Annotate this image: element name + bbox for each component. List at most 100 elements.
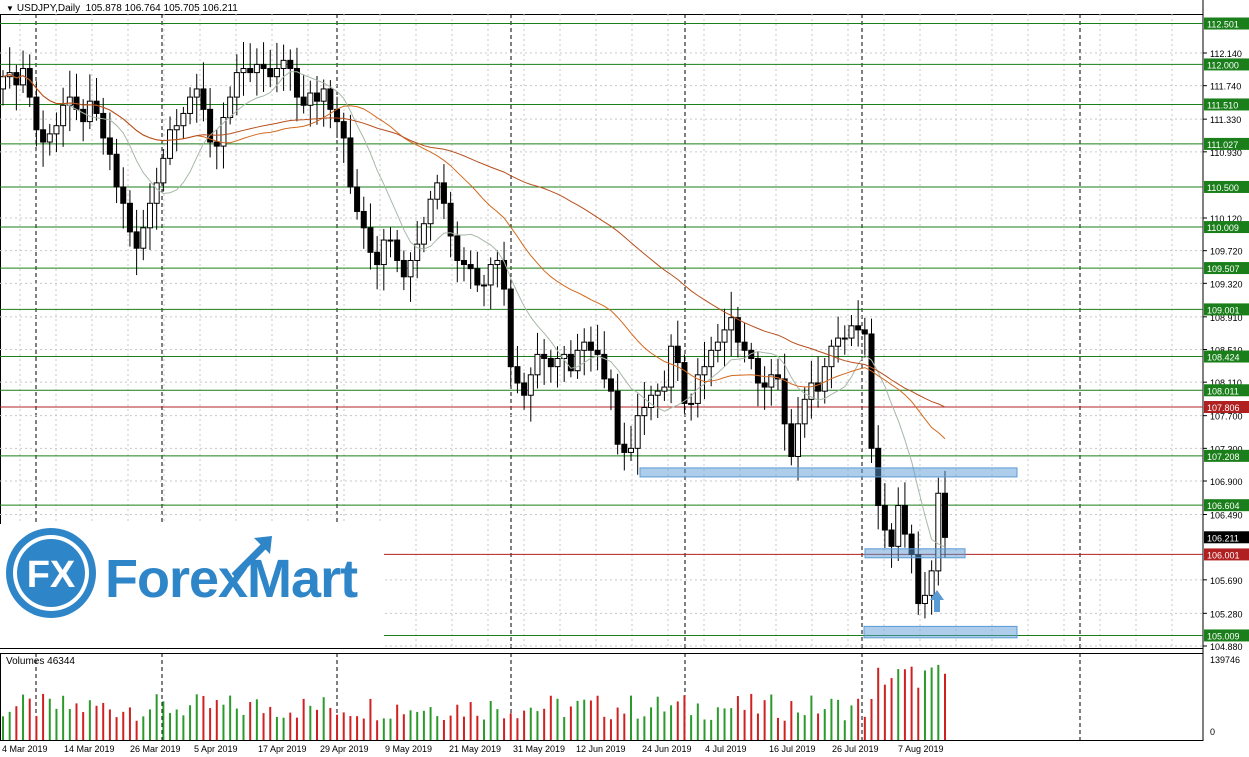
candle-bull [648, 394, 655, 408]
candle-bull [173, 125, 180, 131]
candle-bear [106, 137, 113, 155]
volume-header: Volumes 46344 [6, 656, 75, 667]
candle-bear [93, 100, 100, 114]
candle-bear [260, 63, 267, 70]
candle-bear [514, 366, 521, 384]
y-tick-label: 112.140 [1210, 49, 1242, 59]
candle-bull [407, 259, 414, 278]
candle-bear [881, 505, 888, 531]
x-tick-label: 31 May 2019 [513, 744, 565, 754]
candle-bull [714, 341, 721, 351]
candle-bear [40, 129, 47, 143]
candle-bear [915, 554, 922, 605]
candle-bull [481, 284, 488, 287]
candle-bull [728, 317, 735, 331]
y-tick-label: 108.510 [1210, 346, 1243, 356]
candle-bear [601, 353, 608, 380]
current-price-tag [1204, 531, 1249, 544]
candle-bull [160, 157, 167, 184]
x-tick-label: 16 Jul 2019 [769, 744, 816, 754]
candle-bear [467, 264, 474, 270]
candle-bull [574, 349, 581, 372]
candle-bull [654, 390, 661, 396]
candle-bull [708, 349, 715, 368]
y-tick-label: 108.110 [1210, 378, 1242, 388]
ma-mid-line [2, 74, 946, 440]
volume-zero-label: 0 [1210, 727, 1215, 737]
svg-text:FX: FX [27, 554, 76, 596]
y-tick-label: 109.720 [1210, 247, 1243, 257]
candle-bull [380, 239, 387, 266]
candle-bull [808, 382, 815, 400]
x-tick-label: 14 Mar 2019 [64, 744, 115, 754]
level-tag [1204, 17, 1249, 30]
level-tag [1204, 350, 1249, 363]
x-tick-label: 26 Mar 2019 [130, 744, 181, 754]
candle-bull [387, 239, 394, 242]
candle-bear [293, 68, 300, 98]
candle-bull [60, 104, 67, 127]
candle-bull [153, 182, 160, 204]
candle-bear [587, 341, 594, 351]
fx-badge-icon: FX [6, 528, 96, 618]
level-tag-label: 107.806 [1207, 403, 1240, 413]
level-tag [1204, 221, 1249, 234]
candle-bear [734, 317, 741, 343]
candle-bull [661, 386, 668, 392]
candle-bear [133, 231, 140, 249]
logo-wordmark: ForexMart [105, 549, 358, 609]
y-tick-label: 111.740 [1210, 82, 1241, 92]
candle-bull [146, 202, 153, 229]
y-tick-label: 111.330 [1210, 115, 1241, 125]
x-tick-label: 24 Jun 2019 [642, 744, 692, 754]
candle-bear [754, 357, 761, 384]
candle-bull [320, 88, 327, 102]
candle-bear [447, 202, 454, 237]
level-tag [1204, 548, 1249, 561]
candle-bear [374, 251, 381, 266]
x-tick-label: 7 Aug 2019 [898, 744, 944, 754]
y-tick-label: 104.880 [1210, 642, 1243, 652]
x-tick-label: 9 May 2019 [385, 744, 432, 754]
level-tag-label: 111.027 [1207, 140, 1238, 150]
candle-bear [788, 423, 795, 458]
level-tag-label: 108.011 [1207, 386, 1239, 396]
candle-bear [394, 239, 401, 261]
candle-bear [247, 68, 254, 74]
support-zone-upper [639, 467, 1018, 478]
x-tick-label: 12 Jun 2019 [576, 744, 626, 754]
y-tick-label: 105.690 [1210, 576, 1243, 586]
candle-bull [581, 341, 588, 351]
candle-bull [935, 492, 942, 572]
x-tick-label: 29 Apr 2019 [320, 744, 369, 754]
candle-bear [454, 235, 461, 261]
level-tag-label: 107.208 [1207, 452, 1240, 462]
level-tag [1204, 262, 1249, 275]
header-dropdown-icon[interactable]: ▼ [6, 4, 14, 13]
y-tick-label: 110.930 [1210, 148, 1242, 158]
x-tick-label: 4 Mar 2019 [2, 744, 48, 754]
candle-bull [835, 337, 842, 347]
candle-bear [267, 68, 274, 78]
candle-bull [701, 366, 708, 376]
level-tag [1204, 303, 1249, 316]
candle-bull [220, 117, 227, 147]
level-tag-label: 110.009 [1207, 223, 1239, 233]
level-tag [1204, 629, 1249, 642]
candle-bear [942, 492, 948, 538]
level-tag [1204, 401, 1249, 414]
candle-bear [460, 259, 467, 266]
y-tick-label: 110.120 [1210, 214, 1242, 224]
candle-bear [547, 357, 554, 368]
candle-bear [207, 108, 214, 143]
candle-bull [46, 133, 53, 143]
level-tag-label: 110.500 [1207, 183, 1239, 193]
x-tick-label: 26 Jul 2019 [832, 744, 879, 754]
candle-bear [815, 382, 822, 392]
candle-bear [741, 341, 748, 351]
x-tick-label: 5 Apr 2019 [194, 744, 238, 754]
candle-bull [628, 447, 634, 453]
candle-bear [674, 345, 681, 364]
level-tag-label: 105.009 [1207, 631, 1240, 641]
candle-bull [668, 345, 675, 388]
